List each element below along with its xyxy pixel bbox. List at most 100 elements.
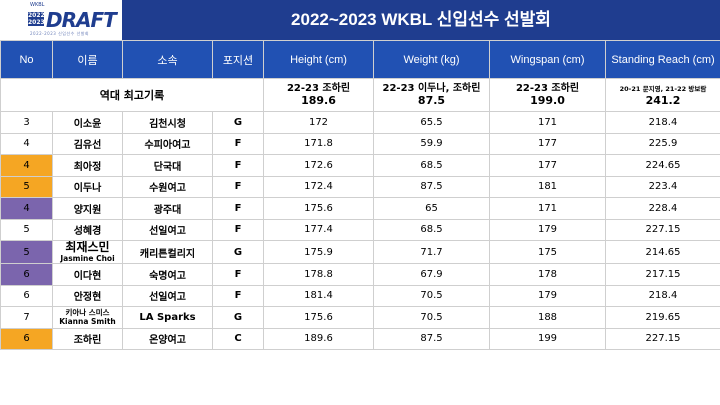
player-position: F (212, 197, 264, 220)
player-name: 성혜경 (52, 218, 123, 241)
player-number: 6 (0, 263, 53, 286)
col-header-wingspan: Wingspan (cm) (489, 40, 606, 79)
player-position: F (212, 132, 264, 155)
player-number: 3 (0, 111, 53, 134)
draft-logo: WKBL 2022 2023 DRAFT 2022-2023 신입선수 선발회 (0, 0, 122, 40)
player-height: 175.6 (263, 197, 374, 220)
player-rows: 3 이소윤 김천시청 G 172 65.5 171 218.4 4 김유선 수피아여고 F 171.8 5… (0, 111, 720, 350)
player-weight: 59.9 (373, 132, 490, 155)
header: WKBL 2022 2023 DRAFT 2022-2023 신입선수 선발회 … (0, 0, 720, 40)
record-wingspan-holder: 22-23 조하린 (515, 83, 580, 94)
table-row: 7 키아나 스미스 Kianna Smith LA Sparks G 175.6 70.5 1… (0, 306, 720, 329)
player-team: 선일여고 (122, 218, 213, 241)
player-reach: 214.65 (605, 240, 720, 264)
logo-year: 2022 2023 (28, 12, 45, 26)
player-reach: 224.65 (605, 154, 720, 177)
player-name: 이두나 (52, 175, 123, 198)
player-reach: 225.9 (605, 132, 720, 155)
player-name-english: Jasmine Choi (60, 254, 115, 263)
player-reach: 218.4 (605, 284, 720, 307)
record-weight: 22-23 이두나, 조하린 87.5 (373, 78, 490, 112)
player-number: 5 (0, 240, 53, 264)
player-name: 김유선 (52, 132, 123, 155)
logo-tag: WKBL (30, 2, 45, 8)
player-name: 키아나 스미스 Kianna Smith (52, 306, 123, 329)
logo-text: DRAFT (46, 8, 117, 32)
player-height: 172 (263, 111, 374, 134)
player-reach: 217.15 (605, 263, 720, 286)
record-reach-value: 241.2 (645, 94, 681, 107)
player-team: 김천시청 (122, 111, 213, 134)
draft-table: No 이름 소속 포지션 Height (cm) Weight (kg) Win… (0, 40, 720, 350)
player-team: 숙명여고 (122, 263, 213, 286)
player-wingspan: 179 (489, 218, 606, 241)
player-wingspan: 171 (489, 197, 606, 220)
player-height: 178.8 (263, 263, 374, 286)
player-wingspan: 171 (489, 111, 606, 134)
player-team: 수피아여고 (122, 132, 213, 155)
player-wingspan: 188 (489, 306, 606, 329)
player-name: 이소윤 (52, 111, 123, 134)
player-reach: 227.15 (605, 327, 720, 350)
player-position: F (212, 284, 264, 307)
col-header-position: 포지션 (212, 40, 264, 79)
col-header-no: No (0, 40, 53, 79)
col-header-name: 이름 (52, 40, 123, 79)
record-reach: 20-21 문지영, 21-22 방보람 241.2 (605, 78, 720, 112)
record-row: 역대 최고기록 22-23 조하린 189.6 22-23 이두나, 조하린 87.… (0, 78, 720, 112)
player-reach: 218.4 (605, 111, 720, 134)
table-row: 5 성혜경 선일여고 F 177.4 68.5 179 227.15 (0, 218, 720, 241)
player-position: C (212, 327, 264, 350)
player-name: 양지원 (52, 197, 123, 220)
player-wingspan: 177 (489, 132, 606, 155)
logo-year-top: 2022 (28, 12, 45, 19)
player-position: F (212, 218, 264, 241)
player-team: 단국대 (122, 154, 213, 177)
record-wingspan-value: 199.0 (530, 94, 565, 107)
player-reach: 228.4 (605, 197, 720, 220)
player-team: LA Sparks (122, 306, 213, 329)
player-position: G (212, 306, 264, 329)
player-name-english: Kianna Smith (59, 317, 116, 327)
record-reach-holder: 20-21 문지영, 21-22 방보람 (619, 85, 707, 93)
player-name: 최아정 (52, 154, 123, 177)
table-row: 5 이두나 수원여고 F 172.4 87.5 181 223.4 (0, 175, 720, 198)
player-position: F (212, 175, 264, 198)
table-row: 4 양지원 광주대 F 175.6 65 171 228.4 (0, 197, 720, 220)
player-reach: 223.4 (605, 175, 720, 198)
player-number: 6 (0, 327, 53, 350)
player-name: 조하린 (52, 327, 123, 350)
player-height: 172.6 (263, 154, 374, 177)
player-weight: 87.5 (373, 327, 490, 350)
player-height: 181.4 (263, 284, 374, 307)
player-position: G (212, 240, 264, 264)
player-weight: 71.7 (373, 240, 490, 264)
player-wingspan: 179 (489, 284, 606, 307)
record-label: 역대 최고기록 (0, 78, 264, 112)
record-weight-holder: 22-23 이두나, 조하린 (382, 83, 481, 94)
record-weight-value: 87.5 (417, 94, 446, 107)
player-number: 5 (0, 175, 53, 198)
player-team: 온양여고 (122, 327, 213, 350)
table-row: 4 최아정 단국대 F 172.6 68.5 177 224.65 (0, 154, 720, 177)
player-weight: 68.5 (373, 154, 490, 177)
table-row: 5 최재스민 Jasmine Choi 캐리튼컬리지 G 175.9 71.7 175 214.… (0, 240, 720, 264)
player-team: 광주대 (122, 197, 213, 220)
record-height: 22-23 조하린 189.6 (263, 78, 374, 112)
player-weight: 70.5 (373, 306, 490, 329)
player-position: G (212, 111, 264, 134)
player-wingspan: 177 (489, 154, 606, 177)
player-height: 172.4 (263, 175, 374, 198)
table-row: 6 안정현 선일여고 F 181.4 70.5 179 218.4 (0, 284, 720, 307)
player-wingspan: 181 (489, 175, 606, 198)
col-header-height: Height (cm) (263, 40, 374, 79)
player-reach: 219.65 (605, 306, 720, 329)
player-wingspan: 175 (489, 240, 606, 264)
player-weight: 68.5 (373, 218, 490, 241)
player-position: F (212, 263, 264, 286)
player-height: 189.6 (263, 327, 374, 350)
player-height: 175.9 (263, 240, 374, 264)
player-name-korean: 최재스민 (65, 240, 110, 254)
record-wingspan: 22-23 조하린 199.0 (489, 78, 606, 112)
player-position: F (212, 154, 264, 177)
